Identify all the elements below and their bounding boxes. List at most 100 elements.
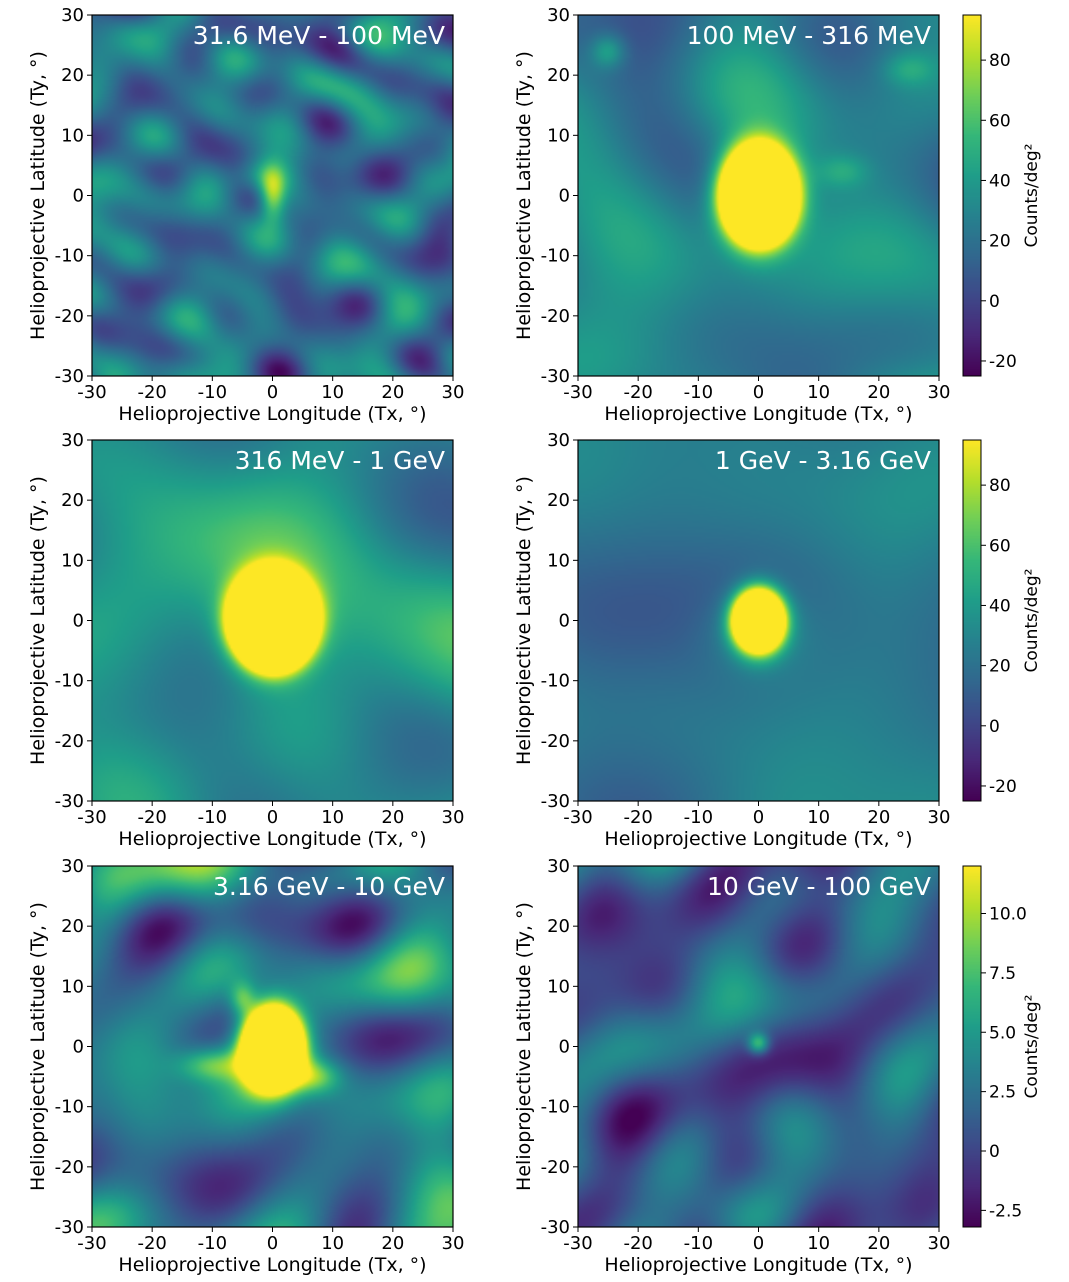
y-tick-label: -30	[541, 1217, 570, 1238]
x-tick-label: -20	[623, 807, 652, 828]
x-axis-label: Helioprojective Longitude (Tx, °)	[118, 1254, 426, 1276]
y-tick-label: 30	[547, 430, 570, 451]
y-tick-label: 10	[61, 125, 84, 146]
y-tick-label: 0	[73, 611, 84, 632]
x-tick-label: 20	[867, 807, 890, 828]
y-tick-label: 20	[547, 490, 570, 511]
colorbar-label: Counts/deg²	[1022, 569, 1042, 673]
x-tick-label: 0	[267, 382, 278, 403]
x-tick-label: 10	[807, 382, 830, 403]
y-axis-label: Helioprojective Latitude (Ty, °)	[27, 902, 49, 1191]
y-tick-label: -20	[55, 1157, 84, 1178]
y-tick-label: -30	[541, 366, 570, 387]
x-tick-label: 10	[321, 807, 344, 828]
colorbar-tick-label: 0	[989, 292, 1000, 312]
y-tick-label: 30	[547, 5, 570, 26]
x-tick-label: -20	[623, 382, 652, 403]
x-tick-label: 10	[321, 382, 344, 403]
y-tick-label: 10	[547, 976, 570, 997]
y-tick-label: 20	[61, 65, 84, 86]
y-tick-label: 0	[559, 611, 570, 632]
y-tick-label: 10	[547, 550, 570, 571]
colorbar-tick-label: 7.5	[989, 964, 1016, 984]
x-tick-label: -10	[198, 1233, 227, 1254]
x-tick-label: -30	[563, 382, 592, 403]
y-tick-label: -20	[541, 731, 570, 752]
colorbar-label: Counts/deg²	[1022, 144, 1042, 248]
x-axis-label: Helioprojective Longitude (Tx, °)	[604, 1254, 912, 1276]
y-tick-label: 10	[61, 976, 84, 997]
colorbar-tick-label: 2.5	[989, 1083, 1016, 1103]
y-tick-label: 30	[61, 5, 84, 26]
y-tick-label: 0	[559, 186, 570, 207]
x-tick-label: 0	[753, 1233, 764, 1254]
colorbar-tick-label: 0	[989, 717, 1000, 737]
x-tick-label: -10	[684, 1233, 713, 1254]
panel-title: 31.6 MeV - 100 MeV	[193, 21, 445, 50]
x-tick-label: -30	[77, 1233, 106, 1254]
x-tick-label: -30	[77, 807, 106, 828]
panel-title: 100 MeV - 316 MeV	[687, 21, 931, 50]
y-tick-label: 0	[73, 186, 84, 207]
x-tick-label: -20	[137, 382, 166, 403]
y-tick-label: 30	[61, 856, 84, 877]
y-tick-label: -10	[541, 246, 570, 267]
panel-6: -30 -20 -10 0 10 20 30 -30 -20 -10 0 10 20 30 Heliopro…	[513, 856, 1042, 1276]
x-tick-label: 20	[867, 1233, 890, 1254]
y-tick-label: 20	[61, 916, 84, 937]
y-tick-label: -10	[541, 1097, 570, 1118]
colorbar-tick-label: 0	[989, 1142, 1000, 1162]
colorbar-gradient	[963, 15, 981, 376]
colorbar-tick-label: 80	[989, 476, 1011, 496]
panel-5: -30 -20 -10 0 10 20 30 -30 -20 -10 0 10 20 30 Heliopro…	[27, 856, 464, 1276]
colorbar-tick-label: 20	[989, 232, 1011, 252]
x-tick-label: -10	[198, 807, 227, 828]
panel-title: 3.16 GeV - 10 GeV	[213, 872, 445, 901]
x-axis-label: Helioprojective Longitude (Tx, °)	[604, 403, 912, 425]
y-tick-label: 10	[61, 550, 84, 571]
y-tick-label: 20	[547, 65, 570, 86]
y-tick-label: -30	[55, 1217, 84, 1238]
colorbar: 80 60 40 20 0 -20 Counts/deg²	[962, 14, 1042, 377]
y-tick-label: 30	[547, 856, 570, 877]
colorbar-tick-label: 60	[989, 536, 1011, 556]
x-tick-label: -10	[684, 807, 713, 828]
panel-4: -30 -20 -10 0 10 20 30 -30 -20 -10 0 10 20 30 Heliopro…	[513, 430, 1042, 850]
colorbar-tick-label: 60	[989, 111, 1011, 131]
panel-title: 1 GeV - 3.16 GeV	[715, 446, 931, 475]
x-tick-label: 20	[867, 382, 890, 403]
x-tick-label: -20	[137, 807, 166, 828]
y-tick-label: -30	[541, 791, 570, 812]
colorbar: 80 60 40 20 0 -20 Counts/deg²	[962, 439, 1042, 802]
panel-title: 10 GeV - 100 GeV	[707, 872, 931, 901]
panel-title: 316 MeV - 1 GeV	[235, 446, 445, 475]
x-tick-label: 0	[267, 1233, 278, 1254]
colorbar-gradient	[963, 440, 981, 801]
colorbar-tick-label: 80	[989, 51, 1011, 71]
x-tick-label: 30	[928, 1233, 951, 1254]
x-tick-label: -10	[684, 382, 713, 403]
x-tick-label: 30	[442, 1233, 465, 1254]
heatmap-image	[92, 15, 453, 376]
colorbar-tick-label: 5.0	[989, 1023, 1016, 1043]
colorbar-tick-label: -20	[989, 352, 1017, 372]
x-tick-label: 0	[753, 807, 764, 828]
y-tick-label: -30	[55, 366, 84, 387]
panel-2: -30 -20 -10 0 10 20 30 -30 -20 -10 0 10 20 30 Heliopro…	[513, 5, 1042, 425]
colorbar-tick-label: 40	[989, 171, 1011, 191]
y-axis-label: Helioprojective Latitude (Ty, °)	[27, 51, 49, 340]
colorbar-label: Counts/deg²	[1022, 995, 1042, 1099]
x-tick-label: 10	[807, 1233, 830, 1254]
y-tick-label: -10	[55, 1097, 84, 1118]
y-tick-label: 10	[547, 125, 570, 146]
colorbar: 10.0 7.5 5.0 2.5 0 -2.5 Counts/deg²	[962, 865, 1042, 1228]
x-tick-label: 30	[442, 382, 465, 403]
x-tick-label: -20	[623, 1233, 652, 1254]
colorbar-frame	[962, 439, 982, 802]
x-tick-label: 0	[753, 382, 764, 403]
colorbar-gradient	[963, 866, 981, 1227]
y-axis-label: Helioprojective Latitude (Ty, °)	[27, 476, 49, 765]
x-tick-label: 20	[381, 1233, 404, 1254]
y-tick-label: 20	[61, 490, 84, 511]
y-tick-label: -10	[541, 671, 570, 692]
